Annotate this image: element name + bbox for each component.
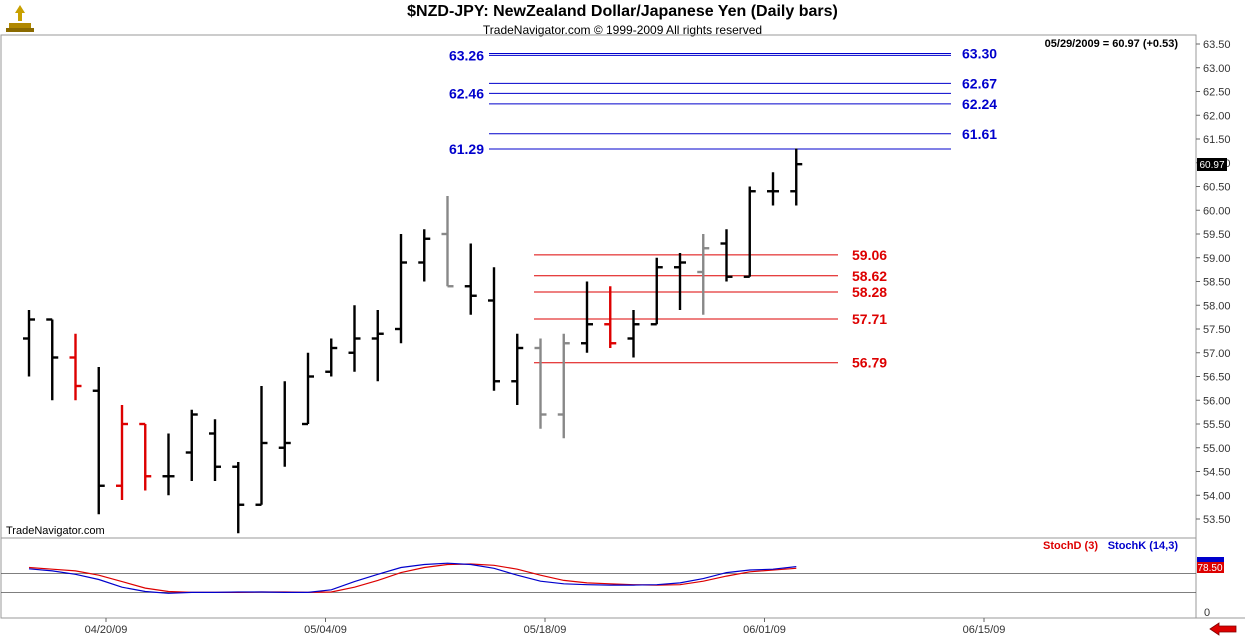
price-panel-frame bbox=[0, 34, 1197, 539]
price-bars bbox=[23, 148, 803, 534]
stochastic-panel bbox=[1, 562, 1196, 594]
x-tick-label: 05/04/09 bbox=[304, 624, 347, 636]
price-bar bbox=[116, 405, 128, 500]
price-bar bbox=[418, 229, 431, 282]
price-bar bbox=[69, 333, 82, 401]
level-label: 63.30 bbox=[962, 46, 997, 62]
y-tick-label: 60.50 bbox=[1203, 182, 1231, 194]
trade-navigator-logo-icon bbox=[3, 3, 37, 35]
chart-title: $NZD-JPY: NewZealand Dollar/Japanese Yen… bbox=[407, 3, 838, 20]
level-label: 58.28 bbox=[852, 284, 887, 300]
chart-subtitle: TradeNavigator.com © 1999-2009 All right… bbox=[482, 23, 763, 37]
price-bar bbox=[464, 243, 477, 315]
price-bar bbox=[697, 234, 710, 315]
level-lines: 63.30 63.26 62.67 62.46 62.24 61.61 61.29 59.06… bbox=[449, 46, 997, 371]
y-tick-label: 56.50 bbox=[1203, 372, 1231, 384]
y-tick-label: 58.50 bbox=[1203, 277, 1231, 289]
time-axis-ticks: 04/20/09 05/04/09 05/18/09 06/01/09 06/15/09 bbox=[85, 618, 1006, 636]
level-label: 63.26 bbox=[449, 47, 484, 63]
price-bar bbox=[674, 253, 686, 310]
level-label: 57.71 bbox=[852, 311, 887, 327]
stoch-zero-tick: 0 bbox=[1204, 607, 1210, 619]
price-bar bbox=[720, 229, 733, 282]
y-tick-label: 54.50 bbox=[1203, 467, 1231, 479]
y-tick-label: 61.50 bbox=[1203, 134, 1231, 146]
price-bar bbox=[604, 286, 617, 348]
price-bar bbox=[23, 310, 35, 377]
price-bar bbox=[743, 186, 756, 278]
price-bar bbox=[302, 352, 314, 426]
level-label: 56.79 bbox=[852, 355, 887, 371]
price-bar bbox=[348, 305, 361, 372]
info-readout: 05/29/2009 = 60.97 (+0.53) bbox=[1045, 38, 1179, 50]
stoch-d-legend: StochD (3) bbox=[1043, 540, 1098, 552]
y-tick-label: 55.00 bbox=[1203, 443, 1231, 455]
last-price-marker: 60.97 bbox=[1197, 158, 1227, 171]
y-tick-label: 56.00 bbox=[1203, 395, 1231, 407]
price-bar bbox=[534, 338, 547, 429]
y-tick-label: 53.50 bbox=[1203, 514, 1231, 526]
watermark-text: TradeNavigator.com bbox=[6, 525, 105, 537]
price-bar bbox=[325, 338, 338, 377]
y-tick-label: 59.00 bbox=[1203, 253, 1231, 265]
price-bar bbox=[278, 381, 291, 467]
level-label: 62.24 bbox=[962, 96, 997, 112]
stoch-k-line bbox=[28, 562, 797, 594]
price-bar bbox=[139, 422, 152, 491]
y-tick-label: 57.00 bbox=[1203, 348, 1231, 360]
price-bar bbox=[790, 148, 803, 206]
price-bar bbox=[46, 318, 59, 401]
level-label: 61.61 bbox=[962, 126, 997, 142]
x-tick-label: 04/20/09 bbox=[85, 624, 128, 636]
y-tick-label: 55.50 bbox=[1203, 419, 1231, 431]
x-tick-label: 06/15/09 bbox=[963, 624, 1006, 636]
y-tick-label: 63.50 bbox=[1203, 39, 1231, 51]
scroll-back-arrow-icon[interactable] bbox=[1208, 622, 1238, 636]
y-tick-label: 57.50 bbox=[1203, 324, 1231, 336]
stoch-panel-frame bbox=[0, 537, 1197, 619]
price-axis-ticks: 53.50 54.00 54.50 55.00 55.50 56.00 56.50 57.00… bbox=[1196, 39, 1231, 526]
price-bar bbox=[255, 386, 268, 506]
price-bar bbox=[441, 196, 454, 288]
price-bar bbox=[627, 310, 640, 358]
stoch-d-line bbox=[28, 563, 797, 594]
x-tick-label: 06/01/09 bbox=[743, 624, 786, 636]
level-label: 62.46 bbox=[449, 85, 484, 101]
price-bar bbox=[232, 462, 245, 534]
price-bar bbox=[209, 419, 221, 481]
price-bar bbox=[767, 172, 779, 206]
y-tick-label: 59.50 bbox=[1203, 229, 1231, 241]
stoch-value-label: 78.50 bbox=[1197, 563, 1222, 574]
price-bar bbox=[557, 333, 570, 439]
y-tick-label: 62.00 bbox=[1203, 110, 1231, 122]
level-label: 59.06 bbox=[852, 247, 887, 263]
price-bar bbox=[92, 367, 105, 515]
last-price-label: 60.97 bbox=[1199, 160, 1224, 171]
y-tick-label: 62.50 bbox=[1203, 87, 1231, 99]
y-tick-label: 63.00 bbox=[1203, 63, 1231, 75]
price-bar bbox=[511, 333, 524, 405]
stoch-value-marker: 78.50 bbox=[1197, 557, 1224, 574]
stoch-k-legend: StochK (14,3) bbox=[1108, 540, 1179, 552]
price-bar bbox=[488, 267, 500, 391]
price-bar bbox=[371, 310, 384, 382]
y-tick-label: 60.00 bbox=[1203, 205, 1231, 217]
level-label: 58.62 bbox=[852, 268, 887, 284]
y-tick-label: 58.00 bbox=[1203, 300, 1231, 312]
price-bar bbox=[650, 257, 663, 326]
x-tick-label: 05/18/09 bbox=[524, 624, 567, 636]
level-label: 62.67 bbox=[962, 75, 997, 91]
price-bar bbox=[162, 433, 175, 496]
price-bar bbox=[395, 234, 407, 344]
level-label: 61.29 bbox=[449, 141, 484, 157]
y-tick-label: 54.00 bbox=[1203, 490, 1231, 502]
price-bar bbox=[581, 281, 593, 353]
price-bar bbox=[185, 409, 198, 481]
